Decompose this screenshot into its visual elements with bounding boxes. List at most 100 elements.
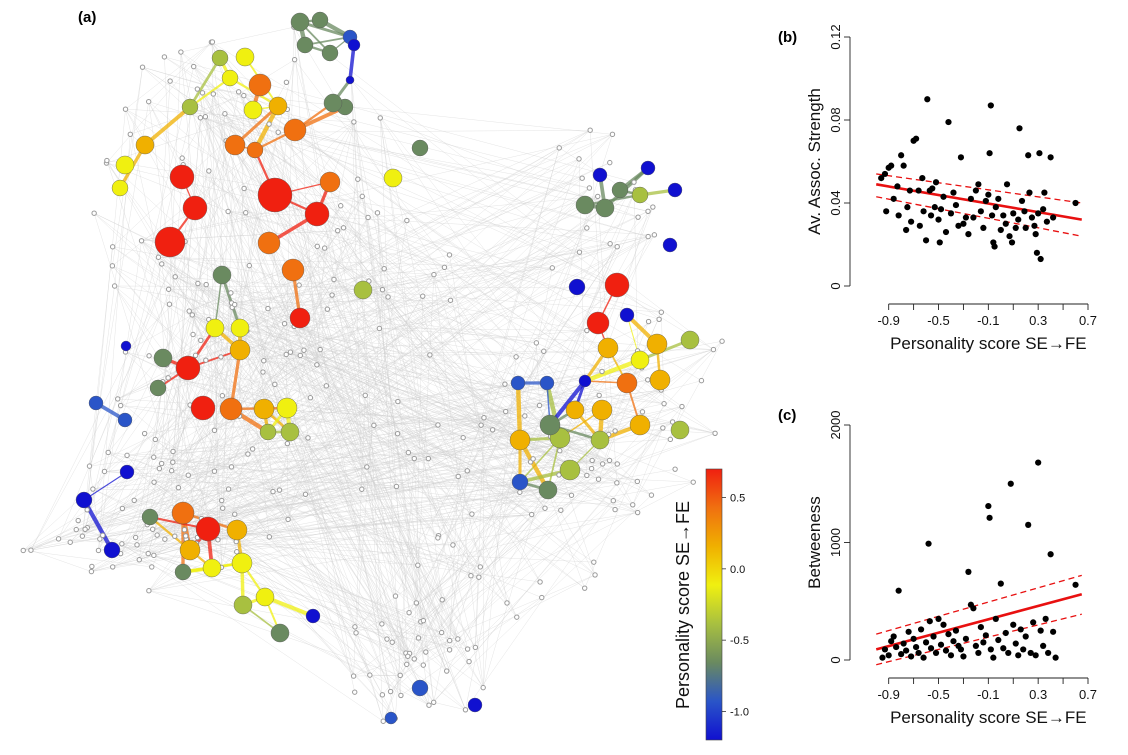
network-edge [182,158,481,568]
network-node [149,564,155,570]
data-point [936,239,943,246]
network-colored-node [662,237,678,253]
data-point [1031,222,1038,229]
network-node [513,354,519,360]
network-node [533,340,540,346]
colorbar: 0.5 0.0 -0.5 -1.0 Personality score SE→FE [673,468,749,741]
network-node [350,673,357,679]
network-edge [272,491,434,703]
network-edge [214,211,649,431]
network-node [100,532,106,539]
network-edge [465,427,664,710]
network-edge [91,251,580,572]
data-point [906,187,913,194]
data-point [1010,210,1017,217]
data-point [977,208,984,215]
data-point [1072,581,1079,588]
network-node [446,637,453,644]
network-node [170,459,176,465]
network-node [139,64,146,70]
network-node [20,547,26,554]
network-colored-node [590,430,610,450]
network-edge [98,240,142,551]
network-edge [396,350,638,487]
network-edge [284,323,671,440]
network-edge [470,389,662,576]
network-node [314,362,320,368]
network-node [272,381,278,388]
data-point [972,187,979,194]
network-edge [125,351,596,576]
network-edge [326,385,525,417]
network-node [469,511,475,517]
network-node [109,263,116,269]
network-node [599,368,605,375]
network-edge [211,42,442,633]
network-colored-node [311,11,329,29]
network-edge [228,211,246,213]
network-colored-node [345,75,355,85]
data-point [1032,652,1039,659]
network-colored-node [597,337,619,359]
network-edge [141,240,468,650]
data-point [985,191,992,198]
network-node [462,707,469,713]
network-node [156,465,163,472]
network-edge [238,91,583,179]
network-edge [172,360,207,463]
network-node [568,492,575,498]
network-colored-node [211,49,229,67]
network-colored-node [248,73,272,97]
network-node [460,434,466,441]
network-edge [231,285,300,468]
network-edge [428,494,652,706]
network-edge [343,196,363,228]
network-edge [86,188,245,510]
network-edge [234,217,369,515]
network-node [340,225,347,231]
network-node [558,507,564,513]
data-point [1000,212,1007,219]
network-edge [246,330,368,468]
network-node [690,479,696,485]
data-point [940,193,947,200]
data-point [1012,640,1019,647]
network-edge [148,178,583,554]
network-node [329,292,335,298]
network-colored-node [179,539,201,561]
network-colored-node [304,201,330,227]
network-edge [144,367,642,434]
network-node [651,232,658,238]
network-edge [294,326,694,483]
data-point [952,201,960,209]
network-edge [228,211,643,413]
network-edge [392,463,618,643]
data-point [935,615,942,622]
network-node [138,238,145,244]
data-point [930,633,937,640]
data-point [1028,214,1036,221]
data-point [888,638,895,645]
network-colored-node [255,587,275,607]
network-edge [168,377,438,426]
network-edge [122,379,648,509]
network-edge [30,453,248,551]
network-colored-node [667,182,683,198]
data-point [995,636,1002,644]
data-point [945,631,952,638]
data-point [915,187,922,194]
network-node [307,395,314,401]
network-node [266,121,272,127]
network-node [698,377,705,384]
network-edge [170,80,214,95]
network-node [198,337,204,344]
network-node [426,702,432,708]
network-node [464,646,471,652]
network-node [441,264,448,271]
network-node [477,564,484,570]
network-node [576,249,583,255]
network-edge [423,481,694,621]
network-node [210,91,217,97]
network-node [115,396,121,402]
data-point [1025,521,1032,528]
